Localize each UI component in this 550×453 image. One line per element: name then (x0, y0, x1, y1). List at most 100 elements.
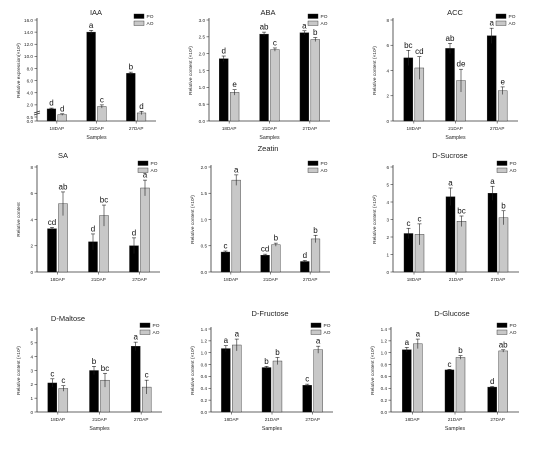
bar-po (299, 32, 310, 122)
y-tick-label: 4 (386, 200, 389, 205)
significance-letter: b (129, 63, 134, 72)
chart-title: Zeatin (258, 144, 279, 153)
significance-letter: ab (59, 182, 68, 191)
x-tick-label: 18DAP (222, 126, 237, 131)
y-tick-label: 8.0 (27, 66, 34, 71)
significance-letter: b (92, 357, 97, 366)
panel-d-fructose: D-Fructose 0.0 0.2 0.4 0.6 0.8 1.0 1.2 1.4 Relati… (190, 309, 333, 432)
significance-letter: de (457, 60, 466, 69)
y-tick-label: 6 (30, 191, 33, 196)
chart-title: IAA (90, 8, 102, 17)
significance-letter: c (223, 242, 227, 251)
significance-letter: b (501, 201, 506, 210)
y-tick-label: 0.4 (381, 386, 388, 391)
legend-swatch-po (310, 322, 322, 328)
y-tick-label: 0.8 (381, 362, 388, 367)
y-axis-label: Relative content (×10²) (190, 346, 196, 395)
legend-swatch-po (496, 322, 508, 328)
legend-swatch-po (495, 13, 507, 19)
bar-po (130, 346, 141, 413)
significance-letter: d (132, 228, 136, 237)
x-tick-label: 27DAP (491, 277, 506, 282)
y-tick-label: 0.5 (199, 102, 206, 107)
y-tick-label: 10.0 (24, 54, 33, 59)
y-tick-label: 1.2 (381, 339, 388, 344)
legend-label: PO (321, 14, 328, 20)
bar-po (486, 35, 497, 122)
legend-label: AO (324, 330, 331, 336)
y-tick-label: 0.0 (199, 119, 206, 124)
significance-letter: d (303, 251, 307, 260)
bar-po (126, 73, 136, 122)
bar-po (403, 233, 414, 273)
y-tick-label: 2 (30, 244, 33, 249)
bar-po (260, 254, 270, 273)
x-axis-label: Samples (86, 135, 107, 141)
panel-acc: ACC 0 2 4 6 8 Relative content (×10²) 18DAP bccd… (372, 8, 518, 141)
significance-letter: cd (48, 218, 56, 227)
y-axis-label: Relative content (×10²) (370, 346, 376, 395)
legend-label: AO (321, 168, 328, 174)
y-tick-label: 6.0 (27, 78, 34, 83)
significance-letter: cd (415, 47, 423, 56)
bar-ao (57, 114, 67, 122)
significance-letter: c (61, 376, 65, 385)
x-tick-label: 21DAP (92, 417, 107, 422)
x-tick-label: 18DAP (405, 417, 420, 422)
bar-ao (271, 244, 281, 273)
legend-label: AO (321, 21, 328, 27)
x-axis-label: Samples (262, 426, 283, 432)
legend-swatch-po (307, 13, 319, 19)
x-tick-label: 27DAP (134, 417, 149, 422)
legend-swatch-ao (139, 329, 151, 335)
x-axis-label: Samples (445, 426, 466, 432)
significance-letter: b (264, 357, 269, 366)
y-tick-label: 6 (386, 43, 389, 48)
significance-letter: b (275, 348, 280, 357)
significance-letter: c (305, 375, 309, 384)
legend-label: PO (147, 14, 154, 20)
x-tick-label: 18DAP (407, 277, 422, 282)
x-tick-label: 27DAP (132, 277, 147, 282)
significance-letter: e (500, 77, 505, 86)
y-tick-label: 0.4 (201, 386, 208, 391)
significance-letter: a (302, 21, 307, 30)
significance-letter: c (50, 369, 54, 378)
y-tick-label: 4.0 (27, 91, 34, 96)
y-tick-label: 0.2 (201, 398, 208, 403)
legend-label: PO (324, 323, 331, 329)
significance-letter: a (143, 171, 148, 180)
y-tick-label: 0.5 (201, 244, 208, 249)
x-tick-label: 18DAP (51, 417, 66, 422)
panel-sa: SA 0 2 4 6 8 Relative content 18DAP cd ab 21DAP d bc… (16, 151, 160, 282)
x-tick-label: 21DAP (89, 126, 104, 131)
x-tick-label: 18DAP (50, 126, 65, 131)
y-tick-label: 3 (30, 368, 33, 373)
legend-swatch-ao (495, 20, 507, 26)
significance-letter: d (60, 104, 64, 113)
significance-letter: ab (260, 23, 269, 32)
significance-letter: b (313, 226, 318, 235)
y-tick-label: 0.5 (27, 115, 34, 120)
x-axis-label: Samples (445, 135, 466, 141)
significance-letter: a (133, 333, 138, 342)
bar-po (300, 261, 310, 273)
x-tick-label: 21DAP (263, 277, 278, 282)
legend-swatch-ao (133, 20, 145, 26)
y-tick-label: 0.6 (201, 374, 208, 379)
bar-po (219, 58, 229, 122)
significance-letter: d (91, 224, 95, 233)
y-tick-label: 0 (386, 270, 389, 275)
significance-letter: a (224, 336, 229, 345)
bar-po (89, 370, 99, 413)
legend-label: PO (510, 323, 517, 329)
legend-label: PO (510, 161, 517, 167)
legend-label: PO (321, 161, 328, 167)
legend-swatch-ao (310, 329, 322, 335)
bar-ao (272, 360, 283, 413)
bar-po (487, 386, 497, 413)
y-tick-label: 2.0 (201, 165, 208, 170)
bar-po (402, 349, 412, 413)
legend-label: PO (153, 323, 160, 329)
y-tick-label: 2.0 (27, 103, 34, 108)
